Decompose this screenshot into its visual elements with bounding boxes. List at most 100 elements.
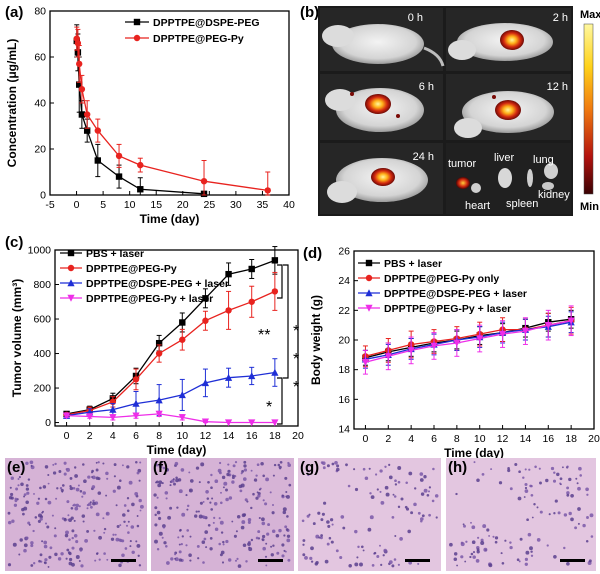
data-point <box>94 157 101 164</box>
cell-nucleus <box>550 466 555 471</box>
legend-label: PBS + laser <box>86 248 144 260</box>
cell-nucleus <box>219 553 223 557</box>
cell-nucleus <box>179 529 182 532</box>
cell-nucleus <box>284 476 288 480</box>
cell-nucleus <box>72 486 76 490</box>
cell-nucleus <box>164 472 167 475</box>
cell-nucleus <box>435 516 438 519</box>
cell-nucleus <box>166 561 170 565</box>
cell-nucleus <box>281 494 284 497</box>
cell-nucleus <box>10 492 14 497</box>
data-point <box>137 186 144 193</box>
cell-nucleus <box>265 477 270 482</box>
cell-nucleus <box>29 460 34 465</box>
significance-mark-1: ** <box>258 327 270 344</box>
cell-nucleus <box>158 480 163 485</box>
cell-nucleus <box>557 511 561 515</box>
cell-nucleus <box>209 547 213 551</box>
cell-nucleus <box>52 471 57 475</box>
cell-nucleus <box>227 469 231 473</box>
cell-nucleus <box>326 542 330 546</box>
cell-nucleus <box>169 506 173 510</box>
cell-nucleus <box>286 515 289 518</box>
cell-nucleus <box>480 538 484 542</box>
cell-nucleus <box>197 557 200 560</box>
y-tick-label: 20 <box>34 144 46 156</box>
cell-nucleus <box>219 520 224 525</box>
fluorescence-spot <box>371 168 395 186</box>
cell-nucleus <box>242 543 247 547</box>
cell-nucleus <box>12 542 17 547</box>
cell-nucleus <box>464 560 467 563</box>
cell-nucleus <box>287 461 290 465</box>
cell-nucleus <box>556 472 560 477</box>
cell-nucleus <box>379 544 381 547</box>
cell-nucleus <box>21 507 25 512</box>
mouse-image-6h: 6 h <box>320 74 443 140</box>
colorbar-gradient <box>583 23 594 195</box>
cell-nucleus <box>26 491 30 495</box>
cell-nucleus <box>475 559 480 563</box>
data-point <box>224 373 233 381</box>
cell-nucleus <box>380 501 385 505</box>
cell-nucleus <box>526 518 529 522</box>
cell-nucleus <box>574 526 578 530</box>
cell-nucleus <box>470 552 474 556</box>
bracket-dspe-pegpy-laser <box>277 377 283 425</box>
cell-nucleus <box>328 536 332 540</box>
cell-nucleus <box>71 529 75 533</box>
cell-nucleus <box>65 557 68 560</box>
legend-marker <box>365 259 373 267</box>
series-line <box>66 290 276 416</box>
data-point <box>86 413 94 421</box>
cell-nucleus <box>47 565 50 568</box>
cell-nucleus <box>32 529 35 533</box>
cell-nucleus <box>20 482 24 487</box>
cell-nucleus <box>588 559 592 563</box>
cell-nucleus <box>559 477 563 481</box>
cell-nucleus <box>404 505 408 509</box>
cell-nucleus <box>488 534 491 537</box>
cell-nucleus <box>334 460 338 465</box>
cell-nucleus <box>356 556 359 559</box>
y-axis-label: Concentration (μg/mL) <box>5 39 19 168</box>
legend-marker <box>67 249 75 257</box>
legend-marker <box>365 304 373 312</box>
cell-nucleus <box>247 542 251 546</box>
cell-nucleus <box>39 553 43 557</box>
cell-nucleus <box>577 522 580 525</box>
cell-nucleus <box>154 523 158 527</box>
cell-nucleus <box>524 482 528 487</box>
cell-nucleus <box>362 467 366 471</box>
cell-nucleus <box>524 486 528 490</box>
cell-nucleus <box>160 461 163 464</box>
series-line <box>66 371 275 417</box>
cell-nucleus <box>121 553 125 558</box>
histology-row: (e) (f) (g) (h) <box>5 458 596 571</box>
cell-nucleus <box>576 482 579 485</box>
cell-nucleus <box>188 488 193 493</box>
cell-nucleus <box>553 471 556 474</box>
cell-nucleus <box>63 461 67 465</box>
cell-nucleus <box>106 558 109 561</box>
cell-nucleus <box>221 561 225 564</box>
cell-nucleus <box>105 494 108 497</box>
cell-nucleus <box>575 477 578 480</box>
cell-nucleus <box>261 538 265 542</box>
y-tick-label: 200 <box>33 383 51 395</box>
cell-nucleus <box>36 501 40 505</box>
cell-nucleus <box>321 512 325 516</box>
cell-nucleus <box>456 564 459 567</box>
cell-nucleus <box>559 482 562 485</box>
cell-nucleus <box>362 549 365 552</box>
cell-nucleus <box>139 509 142 512</box>
cell-nucleus <box>81 514 86 518</box>
cell-nucleus <box>529 484 532 488</box>
cell-nucleus <box>71 546 75 550</box>
bracket-pbs-dspe <box>283 264 289 379</box>
cell-nucleus <box>553 554 557 559</box>
cell-nucleus <box>265 542 268 545</box>
cell-nucleus <box>252 492 255 496</box>
cell-nucleus <box>125 524 129 527</box>
y-tick-label: 16 <box>338 394 350 406</box>
